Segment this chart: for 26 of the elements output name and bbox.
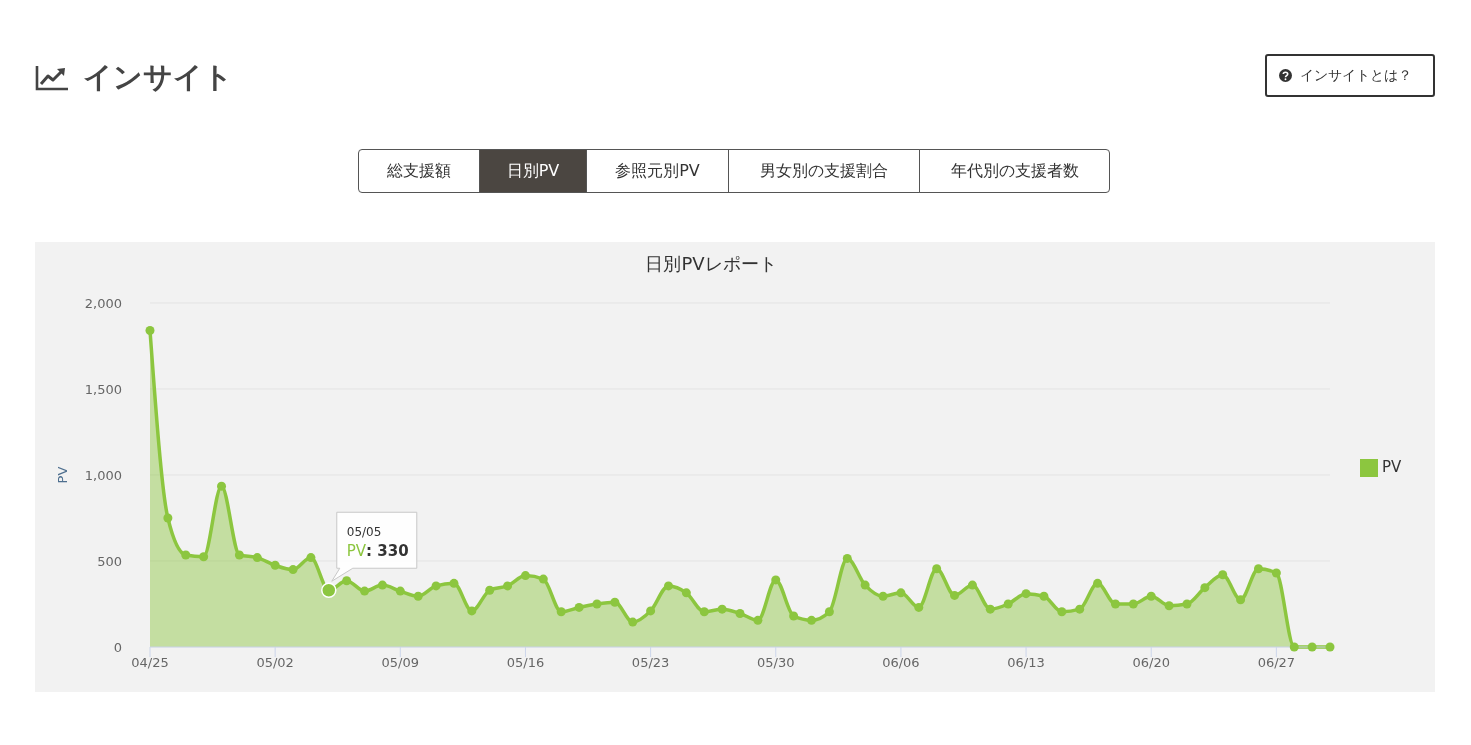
x-tick-label: 05/02 — [256, 655, 294, 671]
x-tick-label: 04/25 — [131, 655, 169, 671]
text: 日別PV — [506, 160, 560, 182]
text: 総支援額 — [387, 160, 451, 182]
text: 男女別の支援割合 — [760, 160, 888, 182]
text: 参照元別PV — [615, 160, 700, 182]
chart-title: 日別PVレポート — [645, 253, 777, 274]
y-tick-label: 1,500 — [84, 381, 122, 397]
text: インサイトとは？ — [1300, 67, 1412, 83]
text: インサイト — [83, 60, 233, 94]
x-tick-label: 06/20 — [1132, 655, 1170, 671]
x-tick-label: 05/30 — [757, 655, 795, 671]
x-tick-label: 05/09 — [381, 655, 420, 671]
annotation: 05/05 PV: 330 — [346, 525, 409, 561]
x-tick-label: 06/27 — [1257, 655, 1296, 671]
x-tick-label: 05/16 — [506, 655, 545, 671]
text: 年代別の支援者数 — [950, 160, 1079, 182]
y-tick-label: 1,000 — [84, 467, 122, 483]
y-tick-label: 2,000 — [84, 295, 122, 311]
y-axis-title: PV — [54, 466, 70, 484]
y-tick-label: 500 — [97, 553, 122, 569]
y-tick-label: 0 — [113, 639, 122, 655]
x-tick-label: 06/13 — [1007, 655, 1045, 671]
x-tick-label: 06/06 — [882, 655, 920, 671]
legend-label: PV — [1382, 458, 1402, 477]
x-tick-label: 05/23 — [631, 655, 670, 671]
